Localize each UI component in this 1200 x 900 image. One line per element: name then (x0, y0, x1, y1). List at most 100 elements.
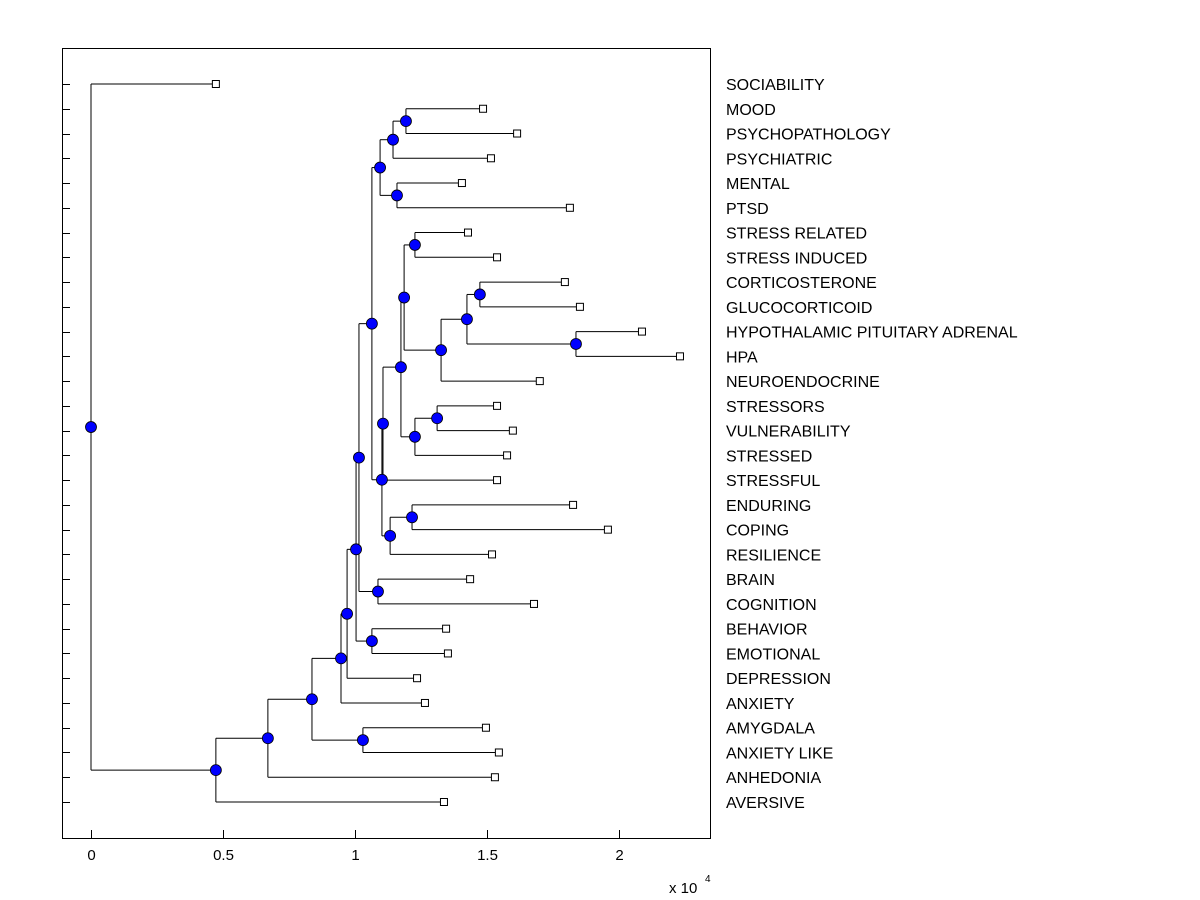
node-marker (400, 115, 412, 128)
leaf-marker (575, 302, 584, 311)
leaf-label: GLUCOCORTICOID (726, 300, 872, 317)
leaf-marker (569, 500, 578, 509)
node-marker (395, 361, 407, 374)
leaf-marker (486, 154, 495, 163)
node-marker (570, 338, 582, 350)
leaf-label: BRAIN (726, 572, 775, 589)
node-marker (374, 161, 386, 174)
leaf-label: HYPOTHALAMIC PITUITARY ADRENAL (726, 325, 1018, 342)
leaf-marker (493, 476, 502, 485)
leaf-label: MENTAL (726, 176, 790, 193)
leaf-label: COPING (726, 523, 789, 540)
node-marker (406, 511, 418, 524)
plot-area-frame (62, 48, 711, 839)
node-marker (409, 239, 421, 251)
node-marker (335, 652, 347, 665)
node-marker (461, 313, 473, 326)
leaf-label: STRESSORS (726, 399, 825, 416)
leaf-label: EMOTIONAL (726, 646, 820, 663)
leaf-marker (508, 426, 517, 435)
node-marker (473, 288, 486, 301)
leaf-label: PSYCHOPATHOLOGY (726, 127, 891, 144)
leaf-label: PSYCHIATRIC (726, 151, 832, 168)
node-marker (209, 764, 222, 777)
leaf-marker (457, 179, 466, 188)
leaf-label: MOOD (726, 102, 776, 119)
node-marker (306, 693, 318, 706)
leaf-marker (529, 599, 538, 608)
leaf-label: ENDURING (726, 498, 811, 515)
node-marker (357, 734, 369, 747)
leaf-label: SOCIABILITY (726, 77, 825, 94)
node-marker (431, 412, 444, 425)
leaf-label: RESILIENCE (726, 547, 821, 564)
leaf-marker (535, 377, 544, 386)
leaf-marker (211, 80, 220, 88)
leaf-label: STRESS INDUCED (726, 250, 867, 267)
node-marker (398, 291, 411, 304)
leaf-marker (488, 550, 497, 559)
axis-ticks: 0 0.5 1 1.5 2 (62, 84, 624, 864)
leaf-marker (675, 352, 684, 361)
leaf-marker (603, 525, 612, 534)
node-marker (365, 635, 378, 647)
leaf-marker (413, 674, 422, 683)
node-marker (365, 317, 378, 330)
leaf-label: AMYGDALA (726, 721, 815, 738)
leaf-marker (490, 773, 499, 782)
leaf-marker (442, 624, 451, 633)
node-marker (341, 607, 353, 620)
x-multiplier-exponent: 4 (705, 874, 711, 885)
leaf-marker (493, 253, 502, 262)
node-marker (387, 133, 399, 146)
tree-markers (85, 80, 684, 806)
leaf-label: CORTICOSTERONE (726, 275, 877, 292)
leaf-marker (513, 129, 522, 138)
leaf-label: ANXIETY (726, 696, 795, 713)
node-marker (384, 529, 397, 542)
leaf-label: NEUROENDOCRINE (726, 374, 880, 391)
leaf-marker (565, 203, 574, 212)
leaf-label: STRESS RELATED (726, 226, 867, 243)
leaf-marker (560, 278, 569, 287)
leaf-label: PTSD (726, 201, 769, 218)
node-marker (376, 473, 388, 486)
node-marker (261, 732, 274, 745)
x-tick-label: 1 (351, 847, 359, 864)
leaf-marker (463, 228, 472, 237)
tree-links (90, 83, 680, 803)
leaf-label: AVERSIVE (726, 795, 805, 812)
leaf-marker (439, 798, 448, 806)
leaf-marker (481, 723, 490, 732)
leaf-label: STRESSFUL (726, 473, 820, 490)
leaf-label: STRESSED (726, 448, 812, 465)
leaf-label: DEPRESSION (726, 671, 831, 688)
node-marker (391, 189, 403, 202)
leaf-label: ANXIETY LIKE (726, 745, 833, 762)
node-marker (377, 417, 389, 430)
leaf-marker (637, 327, 646, 336)
node-marker (350, 543, 362, 556)
leaf-marker (503, 451, 512, 460)
leaf-marker (479, 104, 488, 113)
leaf-label: BEHAVIOR (726, 622, 808, 639)
node-marker (435, 344, 447, 357)
leaf-marker (494, 748, 503, 757)
x-tick-label: 0 (87, 847, 95, 864)
leaf-label: ANHEDONIA (726, 770, 821, 787)
x-tick-label: 1.5 (477, 847, 498, 864)
node-marker (372, 585, 384, 598)
node-marker (85, 421, 97, 433)
x-tick-label: 0.5 (213, 847, 234, 864)
x-multiplier-base: x 10 (669, 880, 697, 897)
leaf-label: VULNERABILITY (726, 424, 851, 441)
x-tick-label: 2 (615, 847, 623, 864)
leaf-marker (466, 575, 475, 584)
leaf-marker (443, 649, 452, 658)
leaf-label: HPA (726, 349, 758, 366)
node-marker (353, 451, 365, 464)
node-marker (409, 430, 421, 443)
leaf-label: COGNITION (726, 597, 817, 614)
leaf-marker (493, 401, 502, 410)
